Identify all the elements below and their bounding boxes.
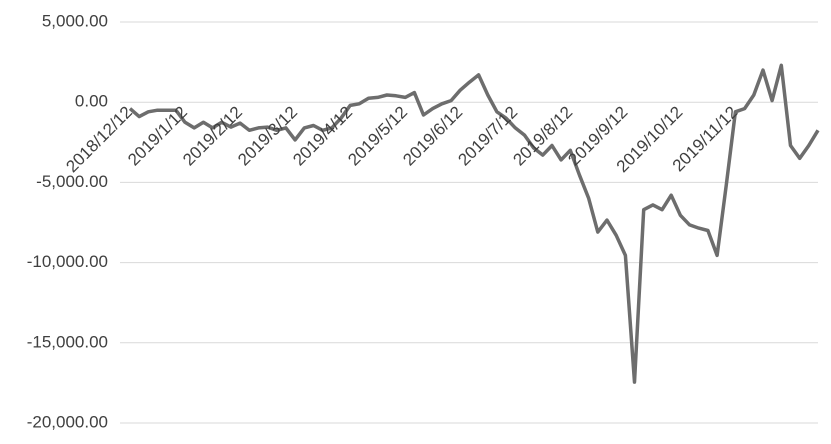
line bbox=[128, 63, 820, 384]
x-tick-label: 2019/8/12 bbox=[509, 103, 576, 170]
y-tick-label: -5,000.00 bbox=[36, 172, 108, 191]
x-tick-label: 2019/2/12 bbox=[179, 103, 246, 170]
y-tick-label: -10,000.00 bbox=[27, 252, 108, 271]
x-tick-label: 2018/12/12 bbox=[62, 103, 136, 177]
y-tick-label: -20,000.00 bbox=[27, 412, 108, 431]
x-tick-label: 2019/7/12 bbox=[454, 103, 521, 170]
y-tick-label: 0.00 bbox=[75, 92, 108, 111]
y-tick-label: -15,000.00 bbox=[27, 332, 108, 351]
x-tick-label: 2019/5/12 bbox=[344, 103, 411, 170]
x-tick-label: 2019/6/12 bbox=[399, 103, 466, 170]
y-tick-label: 5,000.00 bbox=[42, 11, 108, 30]
